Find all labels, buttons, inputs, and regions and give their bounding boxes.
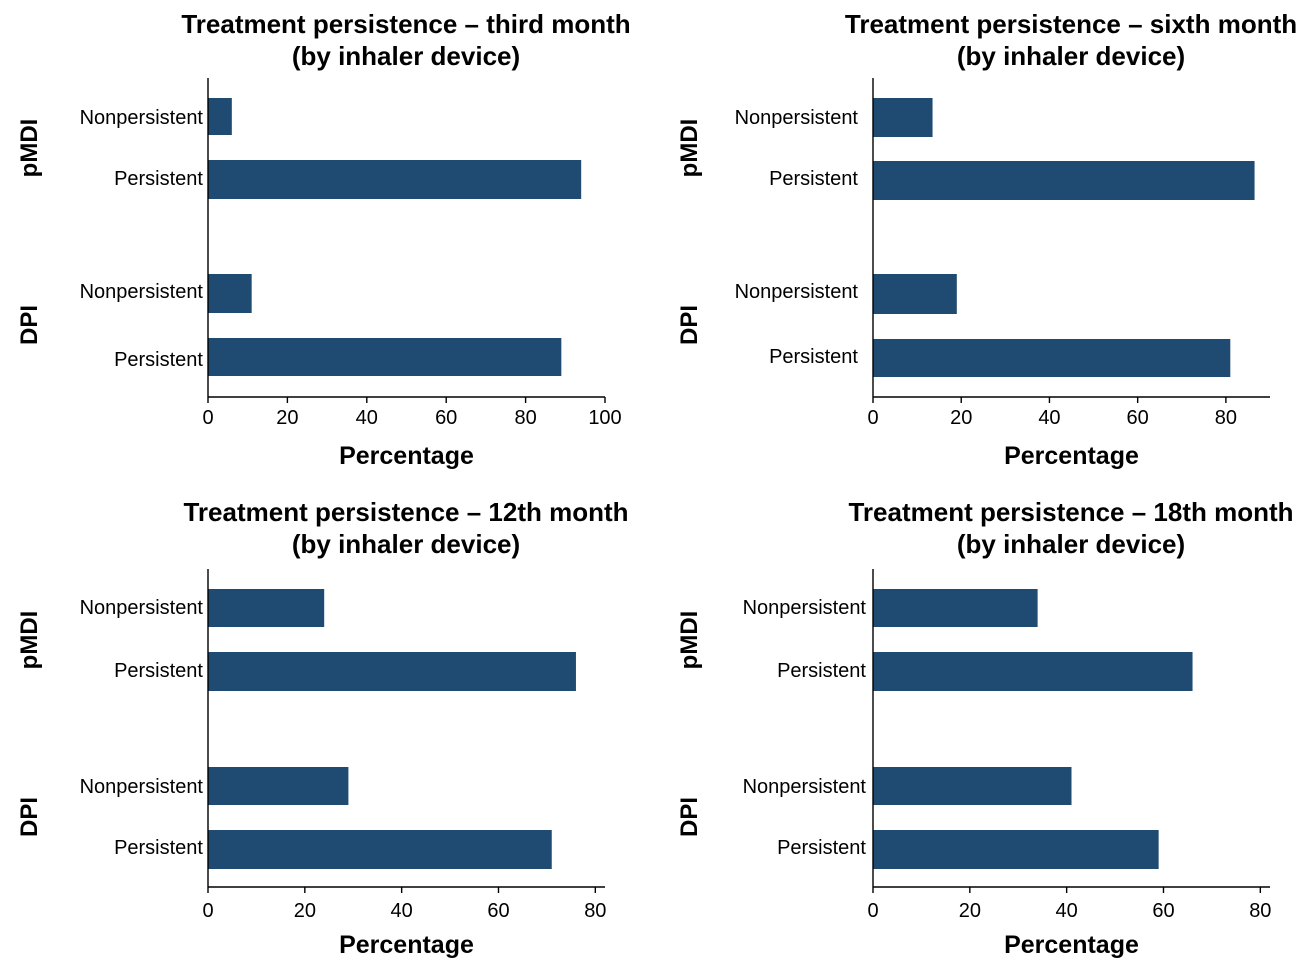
bar bbox=[873, 161, 1255, 200]
category-label: Persistent bbox=[777, 837, 866, 859]
bar bbox=[873, 652, 1193, 691]
x-tick-label: 60 bbox=[1152, 900, 1174, 922]
group-label: DPI bbox=[676, 797, 703, 837]
x-tick-label: 100 bbox=[588, 407, 621, 429]
category-label: Nonpersistent bbox=[80, 597, 204, 619]
x-tick-label: 40 bbox=[391, 900, 413, 922]
x-tick-label: 0 bbox=[867, 900, 878, 922]
group-label: DPI bbox=[16, 305, 43, 345]
bar bbox=[208, 160, 582, 199]
x-axis-label: Percentage bbox=[1004, 442, 1139, 470]
category-label: Nonpersistent bbox=[743, 597, 867, 619]
group-label: pMDI bbox=[676, 611, 703, 670]
chart-title-line: Treatment persistence – 18th month bbox=[848, 497, 1293, 527]
bar bbox=[873, 274, 957, 314]
x-axis-label: Percentage bbox=[339, 931, 474, 959]
x-tick-label: 0 bbox=[202, 407, 213, 429]
bar bbox=[208, 767, 349, 805]
x-tick-label: 20 bbox=[959, 900, 981, 922]
x-tick-label: 20 bbox=[950, 407, 972, 429]
bar bbox=[873, 98, 933, 137]
x-tick-label: 40 bbox=[356, 407, 378, 429]
bar bbox=[208, 338, 562, 376]
x-tick-label: 80 bbox=[514, 407, 536, 429]
category-label: Nonpersistent bbox=[735, 107, 859, 129]
category-label: Nonpersistent bbox=[80, 281, 204, 303]
x-axis-label: Percentage bbox=[339, 442, 474, 470]
chart-title-line: (by inhaler device) bbox=[957, 529, 1185, 559]
x-tick-label: 40 bbox=[1038, 407, 1060, 429]
category-label: Nonpersistent bbox=[735, 281, 859, 303]
bar bbox=[873, 339, 1231, 377]
category-label: Nonpersistent bbox=[80, 776, 204, 798]
chart-panel-2: Treatment persistence – sixth month(by i… bbox=[676, 9, 1297, 470]
group-label: pMDI bbox=[16, 119, 43, 178]
group-label: DPI bbox=[676, 305, 703, 345]
x-tick-label: 60 bbox=[435, 407, 457, 429]
x-tick-label: 20 bbox=[276, 407, 298, 429]
bar bbox=[208, 98, 232, 135]
category-label: Persistent bbox=[114, 837, 203, 859]
x-axis-label: Percentage bbox=[1004, 931, 1139, 959]
bar bbox=[208, 589, 325, 627]
category-label: Persistent bbox=[769, 168, 858, 190]
x-tick-label: 60 bbox=[1127, 407, 1149, 429]
bar bbox=[873, 589, 1038, 627]
x-tick-label: 80 bbox=[584, 900, 606, 922]
category-label: Persistent bbox=[769, 346, 858, 368]
x-tick-label: 0 bbox=[867, 407, 878, 429]
group-label: pMDI bbox=[676, 119, 703, 178]
chart-panel-1: Treatment persistence – third month(by i… bbox=[16, 9, 631, 470]
chart-title-line: (by inhaler device) bbox=[957, 41, 1185, 71]
chart-title-line: (by inhaler device) bbox=[292, 41, 520, 71]
chart-panel-4: Treatment persistence – 18th month(by in… bbox=[676, 497, 1294, 959]
group-label: DPI bbox=[16, 797, 43, 837]
category-label: Nonpersistent bbox=[80, 107, 204, 129]
x-tick-label: 80 bbox=[1215, 407, 1237, 429]
chart-title-line: Treatment persistence – sixth month bbox=[845, 9, 1297, 39]
category-label: Persistent bbox=[114, 660, 203, 682]
chart-title-line: Treatment persistence – third month bbox=[181, 9, 630, 39]
category-label: Persistent bbox=[114, 168, 203, 190]
chart-panel-3: Treatment persistence – 12th month(by in… bbox=[16, 497, 629, 959]
category-label: Persistent bbox=[114, 349, 203, 371]
category-label: Nonpersistent bbox=[743, 776, 867, 798]
bar bbox=[873, 767, 1072, 805]
category-label: Persistent bbox=[777, 660, 866, 682]
x-tick-label: 0 bbox=[202, 900, 213, 922]
group-label: pMDI bbox=[16, 611, 43, 670]
bar bbox=[208, 830, 552, 869]
x-tick-label: 40 bbox=[1056, 900, 1078, 922]
bar bbox=[873, 830, 1159, 869]
bar bbox=[208, 652, 576, 691]
bar bbox=[208, 274, 252, 313]
chart-title-line: (by inhaler device) bbox=[292, 529, 520, 559]
chart-title-line: Treatment persistence – 12th month bbox=[183, 497, 628, 527]
x-tick-label: 60 bbox=[487, 900, 509, 922]
x-tick-label: 80 bbox=[1249, 900, 1271, 922]
x-tick-label: 20 bbox=[294, 900, 316, 922]
